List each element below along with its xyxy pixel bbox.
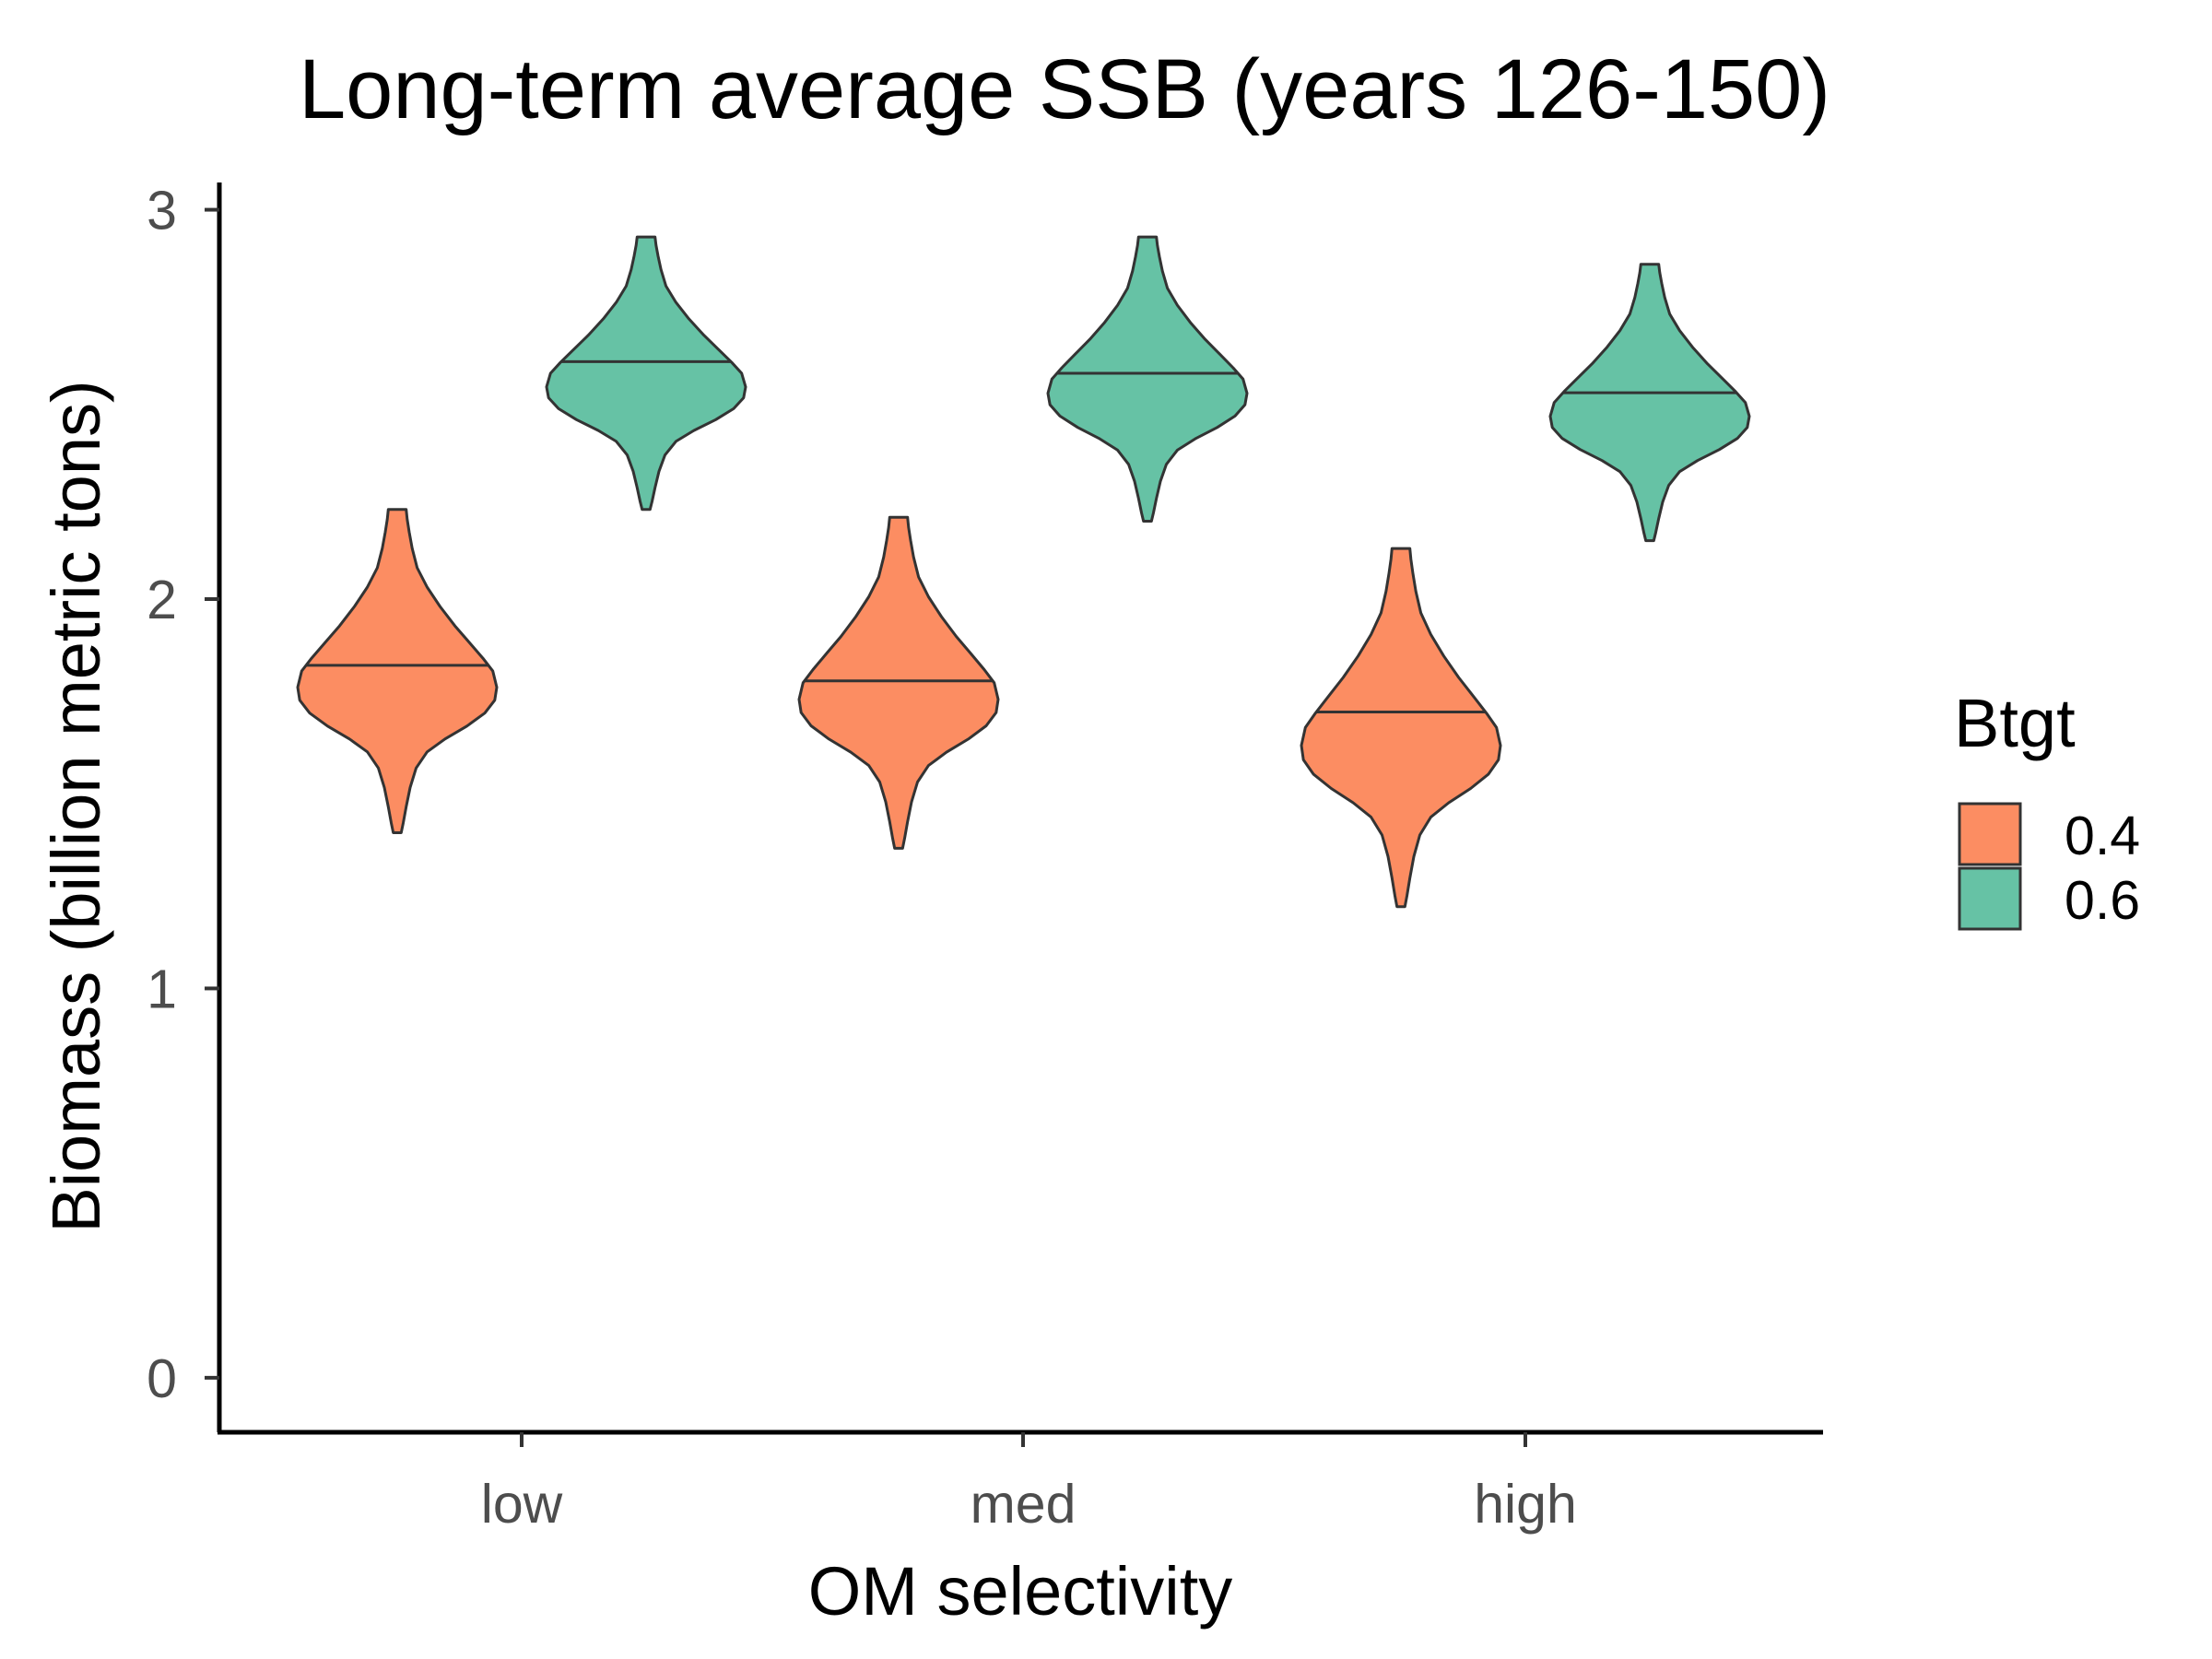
y-tick-label: 2 — [147, 570, 177, 630]
y-axis-ticks: 0 1 2 3 — [147, 181, 219, 1409]
chart-title: Long-term average SSB (years 126-150) — [299, 42, 1830, 136]
violin-high-0.4 — [1300, 547, 1502, 909]
legend-key-0.6 — [1958, 866, 2022, 931]
legend-label: 0.6 — [2065, 870, 2140, 931]
violin-low-0.4 — [296, 508, 499, 834]
violin-med-0.4 — [797, 515, 1000, 850]
violin-high-0.6 — [1548, 263, 1751, 543]
x-tick-label: low — [481, 1474, 563, 1535]
violin-low-0.6 — [545, 235, 747, 512]
x-axis-title: OM selectivity — [808, 1553, 1233, 1630]
legend-title: Btgt — [1954, 685, 2076, 761]
y-axis-title: Biomass (billion metric tons) — [38, 380, 114, 1232]
legend-label: 0.4 — [2065, 806, 2140, 866]
x-tick-label: high — [1474, 1474, 1577, 1535]
legend: Btgt 0.40.6 — [1954, 685, 2140, 931]
legend-key-0.4 — [1958, 802, 2022, 866]
violin-med-0.6 — [1046, 235, 1249, 523]
y-tick-label: 1 — [147, 959, 177, 1019]
x-axis-ticks: low med high — [481, 1432, 1577, 1535]
y-tick-label: 0 — [147, 1348, 177, 1409]
x-tick-label: med — [971, 1474, 1077, 1535]
plot-panel — [296, 235, 1751, 909]
y-tick-label: 3 — [147, 181, 177, 241]
